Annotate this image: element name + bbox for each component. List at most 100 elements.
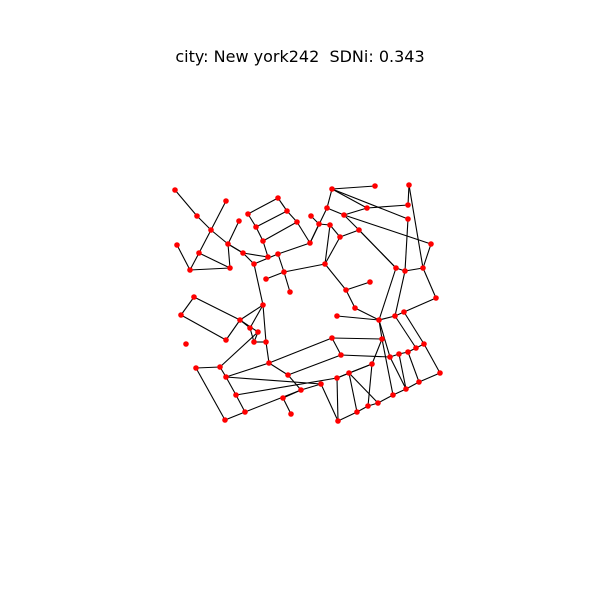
graph-edge [336,377,339,422]
figure-title: city: New york242 SDNi: 0.343 [175,47,425,66]
graph-edge [247,197,279,215]
graph-node [236,218,242,224]
graph-node [405,216,411,222]
graph-edge [366,204,409,209]
graph-edge [283,263,326,273]
graph-edge [348,372,379,404]
graph-edge [189,267,231,271]
graph-edge [253,263,264,306]
graph-node [392,313,398,319]
graph-node [365,403,371,409]
graph-node [172,187,178,193]
graph-node [369,361,375,367]
graph-edge [239,304,264,321]
graph-node [194,213,200,219]
graph-node [288,411,294,417]
graph-node [251,339,257,345]
graph-edge [227,243,231,269]
graph-edge [265,271,285,280]
graph-node [275,195,281,201]
graph-edge [242,252,269,258]
graph-edge [253,253,279,265]
graph-edge [196,215,212,231]
graph-edges [174,184,441,422]
graph-edge [422,243,432,269]
graph-edge [378,267,397,321]
graph-node [281,269,287,275]
graph-edge [265,341,270,364]
graph-node [196,250,202,256]
graph-edge [249,304,264,329]
graph-node [322,261,328,267]
graph-edge [367,363,373,407]
graph-node [387,354,393,360]
graph-node [260,302,266,308]
graph-edge [210,229,229,245]
graph-node [287,289,293,295]
graph-edge [235,377,338,396]
graph-node [265,254,271,260]
graph-edge [404,267,424,272]
graph-edge [198,252,231,269]
graph-edge [262,304,267,343]
graph-node [222,417,228,423]
graph-node [405,202,411,208]
graph-edge [174,189,198,217]
graph-node [329,335,335,341]
graph-edge [343,207,368,216]
graph-node [251,261,257,267]
graph-edge [331,337,383,340]
graph-edge [180,296,195,316]
graph-node [379,336,385,342]
graph-edge [255,210,288,228]
graph-node [433,295,439,301]
graph-node [307,240,313,246]
graph-edge [296,221,311,244]
graph-node [191,294,197,300]
graph-edge [336,363,373,379]
graph-node [356,227,362,233]
graph-node [217,364,223,370]
graph-node [406,182,412,188]
graph-edge [343,214,360,231]
graph-edge [345,281,371,291]
graph-edge [320,383,339,422]
graph-edge [300,383,322,391]
graph-edge [398,353,407,390]
graph-edge [389,356,407,390]
graph-edge [287,354,342,376]
graph-node [416,379,422,385]
graph-nodes [172,182,443,424]
graph-edge [225,376,237,396]
graph-edge [219,331,259,368]
graph-edge [331,188,409,220]
graph-edge [408,184,424,269]
graph-edge [326,207,345,216]
graph-node [324,205,330,211]
graph-edge [423,343,441,374]
graph-node [308,213,314,219]
graph-node [437,370,443,376]
graph-node [354,409,360,415]
graph-node [240,250,246,256]
graph-node [352,305,358,311]
graph-node [208,227,214,233]
graph-edge [225,362,270,378]
graph-node [284,208,290,214]
graph-edge [403,311,425,345]
graph-edge [189,252,200,271]
graph-edge [343,214,432,245]
graph-node [403,386,409,392]
graph-node [334,313,340,319]
graph-edge [277,253,285,273]
graph-edge [336,315,380,321]
graph-edge [326,188,333,209]
graph-edge [354,307,380,321]
graph-node [421,341,427,347]
graph-edge [176,244,191,271]
graph-node [178,312,184,318]
graph-edge [358,229,397,269]
graph-edge [235,394,246,413]
graph-edge [224,411,246,421]
graph-edge [340,354,391,358]
